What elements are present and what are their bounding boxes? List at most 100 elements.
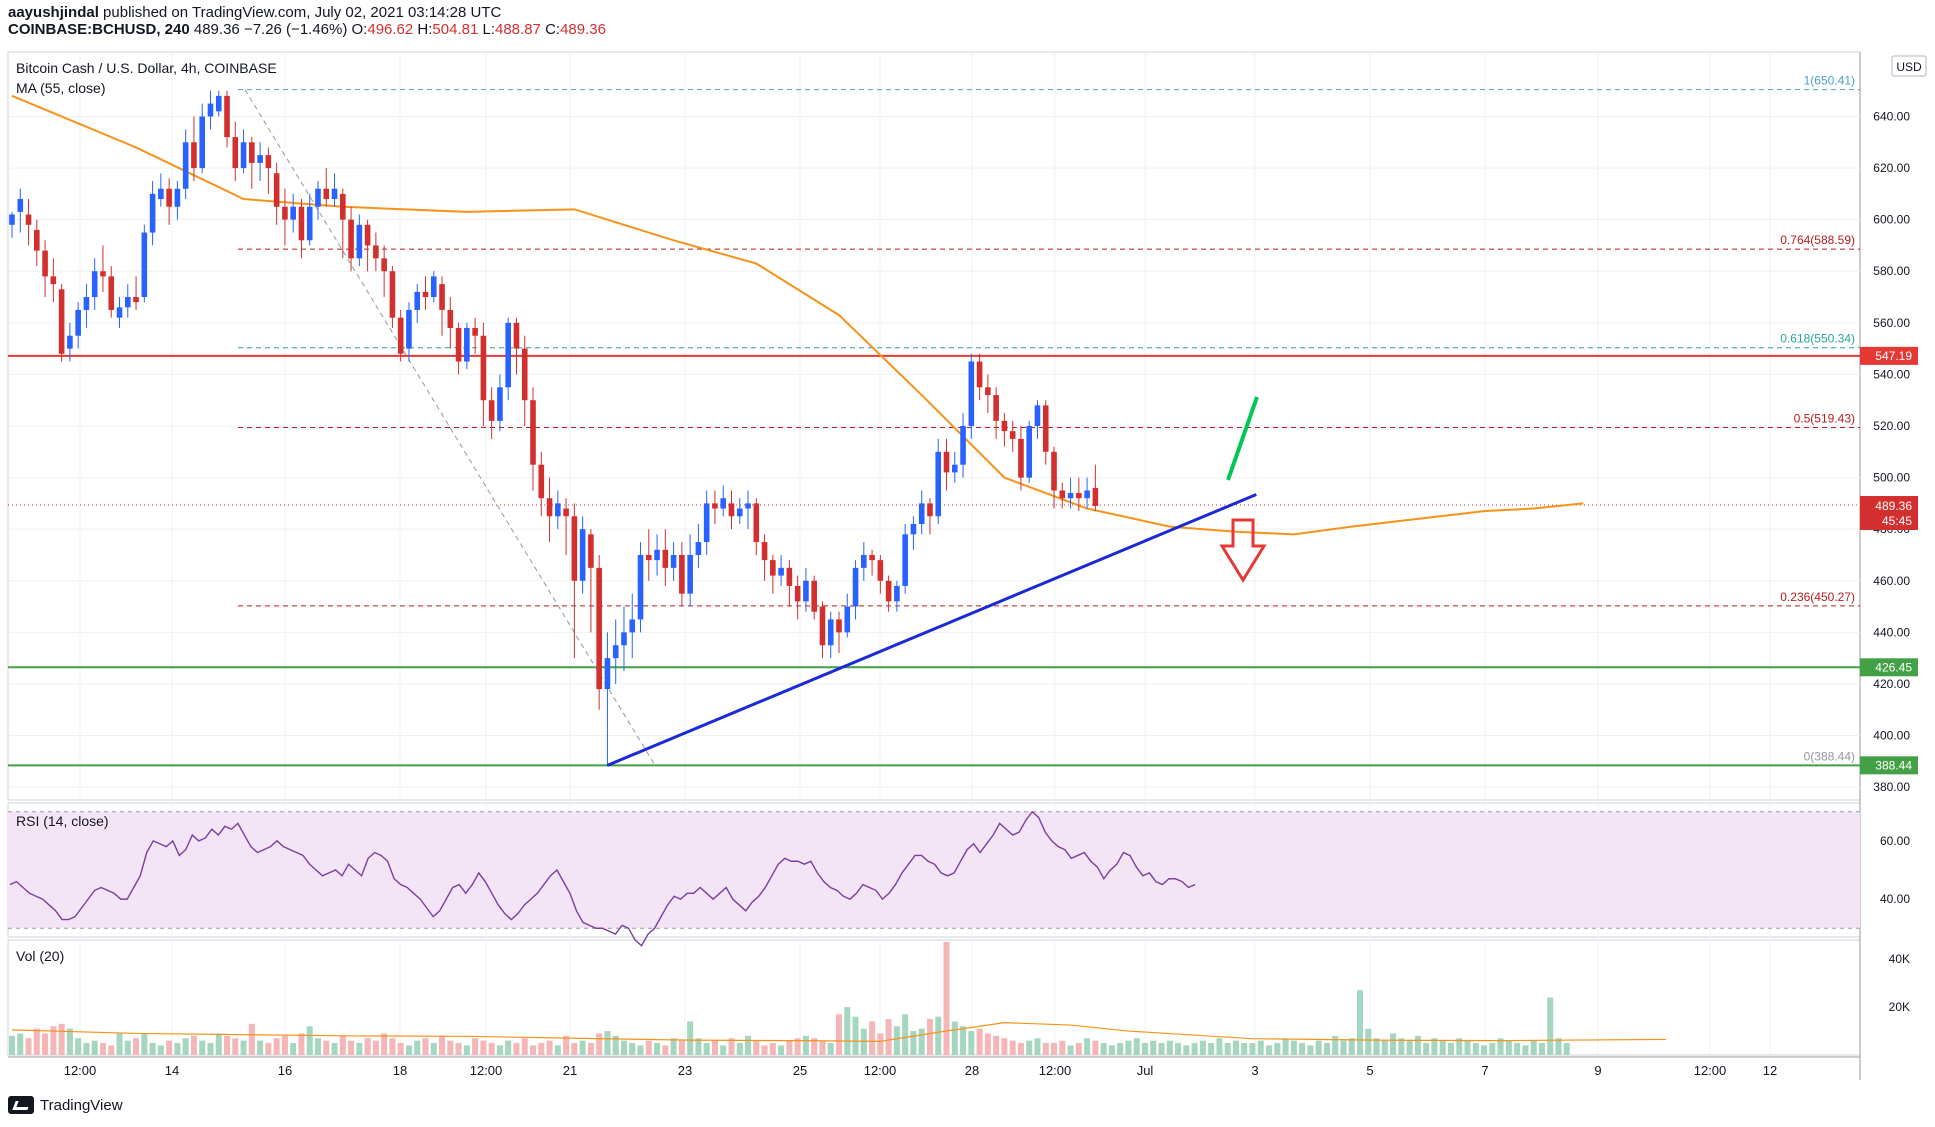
publish-header: aayushjindal published on TradingView.co… — [8, 4, 606, 38]
volume-bar — [1001, 1038, 1008, 1055]
volume-bar — [314, 1038, 321, 1055]
candle-body — [712, 503, 718, 509]
candle-body — [521, 348, 528, 401]
candle-body — [861, 554, 867, 568]
candle-body — [50, 276, 57, 285]
candle-body — [811, 580, 817, 612]
ma-legend: MA (55, close) — [16, 80, 105, 96]
volume-bar — [1009, 1040, 1016, 1055]
volume-bar — [1150, 1040, 1157, 1055]
author-name[interactable]: aayushjindal — [8, 4, 99, 21]
candle-body — [877, 560, 884, 581]
volume-bar — [885, 1019, 892, 1055]
candle-body — [1018, 438, 1024, 478]
volume-bar — [364, 1038, 371, 1055]
candle-body — [637, 554, 644, 620]
candle-body — [736, 508, 743, 517]
bearish-arrow-icon — [1219, 518, 1267, 583]
candle-body — [993, 395, 999, 421]
candle-body — [249, 142, 255, 163]
volume-bar — [852, 1016, 859, 1055]
volume-bar — [910, 1031, 917, 1055]
volume-bar — [819, 1040, 826, 1055]
volume-bar — [563, 1035, 570, 1055]
volume-bar — [654, 1043, 661, 1055]
candle-body — [166, 188, 172, 207]
candle-body — [885, 580, 892, 602]
time-tick-label: 12:00 — [864, 1063, 897, 1078]
volume-bar — [240, 1040, 247, 1055]
low-value: 488.87 — [495, 21, 541, 38]
volume-bar — [124, 1040, 131, 1055]
candle-body — [654, 549, 660, 561]
current-price-label: 489.36 — [1875, 499, 1912, 513]
price-tick-label: 460.00 — [1873, 574, 1910, 588]
fib-level-label: 0.236(450.27) — [1780, 590, 1855, 604]
volume-bar — [1075, 1043, 1082, 1055]
high-label: H: — [417, 21, 433, 38]
volume-bar — [786, 1040, 793, 1055]
volume-bar — [50, 1026, 57, 1055]
volume-bar — [472, 1038, 479, 1055]
currency-badge[interactable] — [1891, 55, 1927, 77]
volume-bar — [1299, 1043, 1306, 1055]
volume-bar — [1398, 1038, 1405, 1055]
time-tick-label: 12:00 — [470, 1063, 503, 1078]
candle-body — [34, 229, 40, 251]
volume-bar — [530, 1045, 537, 1055]
volume-bar — [1274, 1043, 1281, 1055]
volume-bar — [1365, 1028, 1372, 1055]
candle-body — [265, 155, 272, 169]
volume-bar — [960, 1026, 967, 1055]
candle-body — [968, 361, 975, 426]
volume-bar — [935, 1016, 942, 1055]
candle-body — [794, 585, 801, 602]
volume-bar — [1125, 1040, 1132, 1055]
candle-body — [430, 276, 437, 298]
volume-bar — [496, 1045, 503, 1055]
volume-bar — [902, 1014, 909, 1055]
candle-body — [290, 206, 296, 220]
rsi-tick-label: 40.00 — [1880, 892, 1910, 906]
time-tick-label: 12 — [1763, 1063, 1777, 1078]
fib-level-label: 1(650.41) — [1804, 74, 1855, 88]
volume-bar — [306, 1026, 313, 1055]
volume-bar — [1348, 1038, 1355, 1055]
candle-body — [612, 645, 619, 659]
time-tick-label: Jul — [1137, 1063, 1154, 1078]
time-tick-label: 28 — [965, 1063, 979, 1078]
candle-body — [364, 224, 371, 246]
candle-body — [951, 464, 958, 473]
volume-bar — [951, 1021, 958, 1055]
volume-bar — [1522, 1045, 1529, 1055]
volume-bar — [1373, 1038, 1380, 1055]
footer-brand[interactable]: TradingView — [40, 1096, 123, 1114]
volume-bar — [695, 1038, 702, 1055]
candle-body — [778, 567, 784, 576]
chart-title: Bitcoin Cash / U.S. Dollar, 4h, COINBASE — [16, 60, 277, 76]
candle-body — [753, 503, 760, 543]
volume-bar — [248, 1023, 255, 1055]
candle-body — [976, 361, 983, 388]
fib-level-label: 0(388.44) — [1804, 749, 1855, 763]
candle-body — [356, 224, 363, 259]
candle-body — [1034, 405, 1041, 426]
candle-body — [108, 276, 115, 310]
price-tick-label: 620.00 — [1873, 161, 1910, 175]
volume-bar — [281, 1035, 288, 1055]
volume-bar — [1530, 1040, 1537, 1055]
tradingview-logo-icon[interactable] — [8, 1096, 34, 1114]
candle-body — [869, 554, 875, 561]
candle-body — [58, 289, 65, 354]
candle-body — [273, 173, 280, 207]
volume-bar — [348, 1040, 355, 1055]
volume-bar — [579, 1040, 586, 1055]
volume-bar — [25, 1038, 32, 1055]
candle-body — [670, 554, 677, 568]
volume-bar — [1538, 1043, 1545, 1055]
support-price-tag — [1860, 756, 1918, 775]
candle-body — [133, 297, 139, 303]
time-tick-label: 18 — [393, 1063, 407, 1078]
publish-info: published on TradingView.com, July 02, 2… — [103, 4, 502, 21]
